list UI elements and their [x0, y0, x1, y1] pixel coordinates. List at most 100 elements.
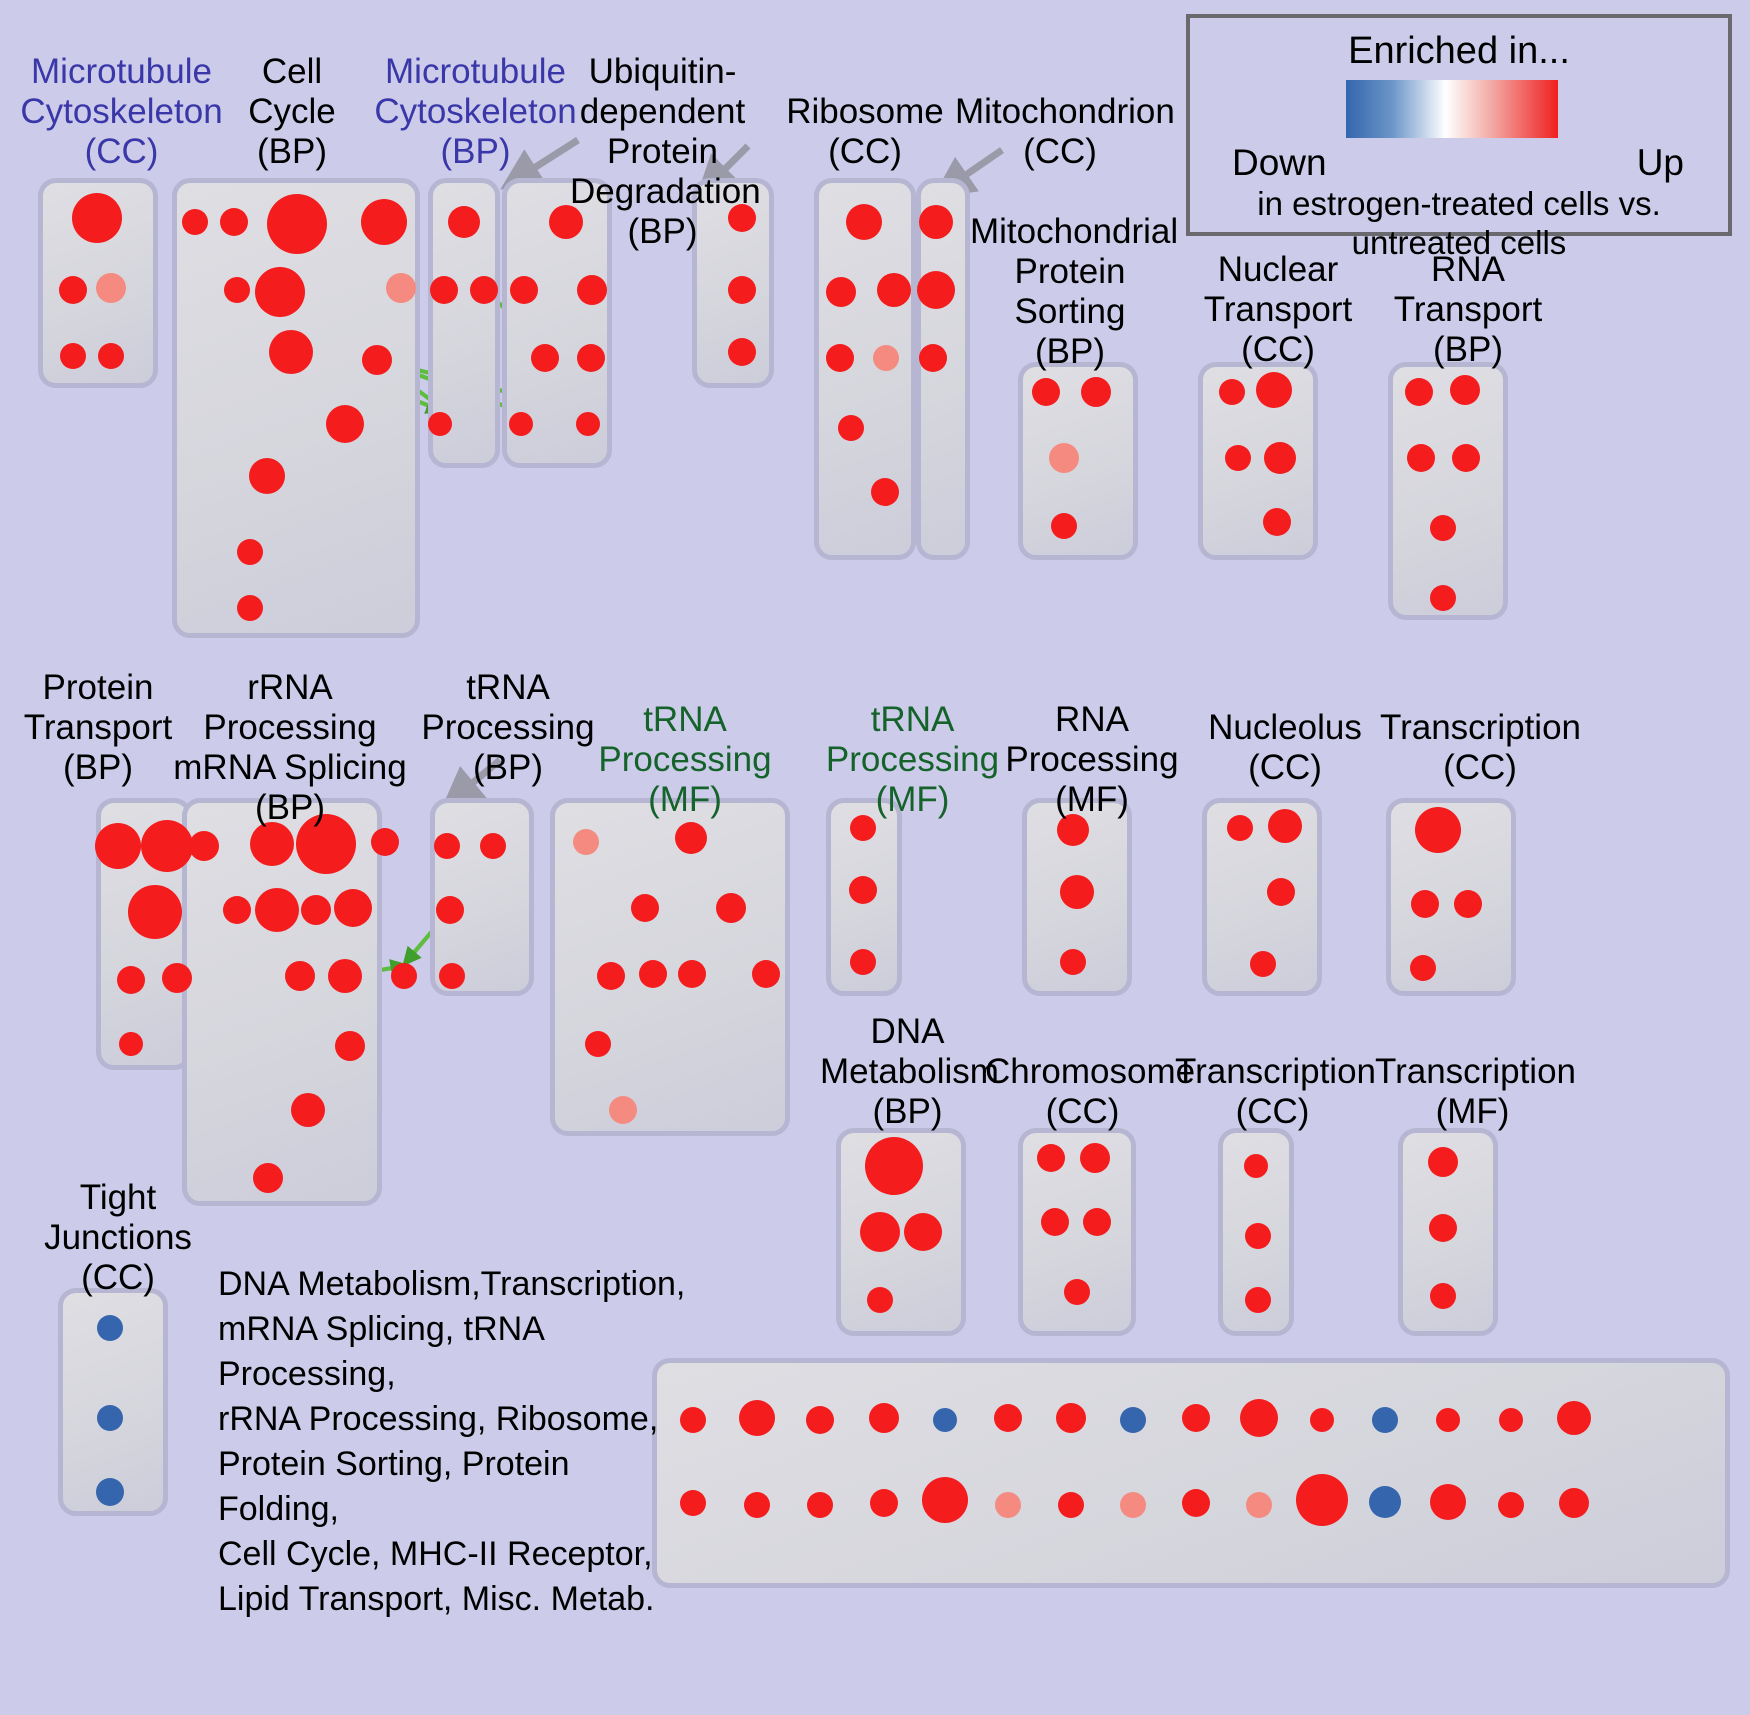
node-trna-processing-mf-1-box-1[interactable] — [675, 822, 707, 854]
node-misc-wide-box-top-9[interactable] — [1240, 1399, 1278, 1437]
node-misc-wide-box-top-6[interactable] — [1056, 1403, 1086, 1433]
node-rna-transport-bp-box-3[interactable] — [1452, 444, 1480, 472]
node-nucleolus-cc-box-0[interactable] — [1227, 815, 1253, 841]
node-tight-junctions-cc-box-1[interactable] — [97, 1405, 123, 1431]
node-protein-transport-bp-box-5[interactable] — [119, 1032, 143, 1056]
node-transcription-mf-box-0[interactable] — [1428, 1147, 1458, 1177]
node-ubiquitin-degradation-left-box-3[interactable] — [531, 344, 559, 372]
node-nucleolus-cc-box-1[interactable] — [1268, 809, 1302, 843]
node-protein-transport-bp-box-1[interactable] — [141, 820, 193, 872]
node-ribosome-cc-box-2[interactable] — [877, 273, 911, 307]
node-cell-cycle-bp-box-1[interactable] — [220, 208, 248, 236]
node-microtubule-cytoskeleton-bp-box-3[interactable] — [428, 412, 452, 436]
node-misc-wide-box-bottom-5[interactable] — [995, 1492, 1021, 1518]
node-misc-wide-box-bottom-3[interactable] — [870, 1489, 898, 1517]
node-rna-transport-bp-box-1[interactable] — [1450, 375, 1480, 405]
node-misc-wide-box-top-12[interactable] — [1436, 1408, 1460, 1432]
node-trna-processing-mf-1-box-8[interactable] — [585, 1031, 611, 1057]
node-trna-processing-mf-2-box-1[interactable] — [849, 876, 877, 904]
node-dna-metabolism-bp-box-0[interactable] — [865, 1137, 923, 1195]
node-rrna-mrna-box-3[interactable] — [371, 828, 399, 856]
node-nucleolus-cc-box-3[interactable] — [1250, 951, 1276, 977]
node-misc-wide-box-top-4[interactable] — [933, 1408, 957, 1432]
node-mitochondrion-cc-box-2[interactable] — [919, 344, 947, 372]
node-trna-processing-mf-1-box-9[interactable] — [609, 1096, 637, 1124]
node-transcription-cc-1-box-2[interactable] — [1454, 890, 1482, 918]
node-misc-wide-box-bottom-8[interactable] — [1182, 1489, 1210, 1517]
node-trna-processing-bp-box-2[interactable] — [436, 896, 464, 924]
node-microtubule-cytoskeleton-bp-box-2[interactable] — [470, 276, 498, 304]
node-rrna-mrna-box-7[interactable] — [334, 889, 372, 927]
node-microtubule-cytoskeleton-cc-box-3[interactable] — [60, 343, 86, 369]
node-trna-processing-mf-1-box-0[interactable] — [573, 829, 599, 855]
node-ubiquitin-degradation-left-box-4[interactable] — [577, 344, 605, 372]
node-ribosome-cc-box-1[interactable] — [826, 277, 856, 307]
node-microtubule-cytoskeleton-cc-box-2[interactable] — [96, 273, 126, 303]
node-transcription-cc-2-box-2[interactable] — [1245, 1287, 1271, 1313]
node-rrna-mrna-box-4[interactable] — [223, 896, 251, 924]
node-nuclear-transport-cc-box-0[interactable] — [1219, 379, 1245, 405]
node-misc-wide-box-top-0[interactable] — [680, 1407, 706, 1433]
node-transcription-cc-1-box-0[interactable] — [1415, 807, 1461, 853]
node-mitochondrion-cc-box-1[interactable] — [917, 271, 955, 309]
cluster-box-cell-cycle-bp-box[interactable] — [172, 178, 420, 638]
node-misc-wide-box-bottom-13[interactable] — [1498, 1492, 1524, 1518]
node-misc-wide-box-bottom-2[interactable] — [807, 1492, 833, 1518]
node-ribosome-cc-box-4[interactable] — [873, 345, 899, 371]
node-transcription-cc-2-box-1[interactable] — [1245, 1223, 1271, 1249]
node-misc-wide-box-bottom-9[interactable] — [1246, 1492, 1272, 1518]
node-ubiquitin-degradation-right-box-0[interactable] — [728, 204, 756, 232]
node-rna-transport-bp-box-5[interactable] — [1430, 585, 1456, 611]
node-cell-cycle-bp-box-12[interactable] — [237, 595, 263, 621]
node-rna-processing-mf-box-1[interactable] — [1060, 875, 1094, 909]
node-misc-wide-box-top-10[interactable] — [1310, 1408, 1334, 1432]
node-trna-processing-bp-box-4[interactable] — [439, 963, 465, 989]
node-protein-transport-bp-box-3[interactable] — [117, 966, 145, 994]
node-rna-processing-mf-box-0[interactable] — [1057, 814, 1089, 846]
node-ribosome-cc-box-3[interactable] — [826, 344, 854, 372]
node-rrna-mrna-box-10[interactable] — [335, 1031, 365, 1061]
node-protein-transport-bp-box-2[interactable] — [128, 885, 182, 939]
node-mitochondrion-cc-box-0[interactable] — [919, 205, 953, 239]
node-misc-wide-box-top-7[interactable] — [1120, 1407, 1146, 1433]
cluster-box-rrna-mrna-box[interactable] — [182, 798, 382, 1206]
node-ubiquitin-degradation-left-box-1[interactable] — [510, 276, 538, 304]
node-cell-cycle-bp-box-10[interactable] — [249, 458, 285, 494]
node-rna-processing-mf-box-2[interactable] — [1060, 949, 1086, 975]
node-misc-wide-box-top-11[interactable] — [1372, 1407, 1398, 1433]
node-cell-cycle-bp-box-8[interactable] — [362, 345, 392, 375]
node-chromosome-cc-box-2[interactable] — [1041, 1208, 1069, 1236]
node-cell-cycle-bp-box-7[interactable] — [269, 330, 313, 374]
node-cell-cycle-bp-box-5[interactable] — [255, 267, 305, 317]
node-nuclear-transport-cc-box-2[interactable] — [1225, 445, 1251, 471]
node-dna-metabolism-bp-box-2[interactable] — [904, 1213, 942, 1251]
node-ribosome-cc-box-6[interactable] — [871, 478, 899, 506]
node-transcription-cc-1-box-1[interactable] — [1411, 890, 1439, 918]
node-rrna-mrna-box-11[interactable] — [291, 1093, 325, 1127]
node-misc-wide-box-top-8[interactable] — [1182, 1404, 1210, 1432]
cluster-box-misc-wide-box[interactable] — [652, 1358, 1730, 1588]
node-trna-processing-mf-2-box-0[interactable] — [850, 815, 876, 841]
node-microtubule-cytoskeleton-cc-box-0[interactable] — [72, 193, 122, 243]
node-misc-wide-box-bottom-6[interactable] — [1058, 1492, 1084, 1518]
node-misc-wide-box-bottom-14[interactable] — [1559, 1488, 1589, 1518]
node-rrna-mrna-box-2[interactable] — [296, 814, 356, 874]
node-misc-wide-box-bottom-4[interactable] — [922, 1477, 968, 1523]
node-microtubule-cytoskeleton-cc-box-4[interactable] — [98, 343, 124, 369]
node-trna-processing-mf-1-box-5[interactable] — [639, 960, 667, 988]
node-microtubule-cytoskeleton-bp-box-1[interactable] — [430, 276, 458, 304]
node-ubiquitin-degradation-left-box-2[interactable] — [577, 275, 607, 305]
node-rrna-mrna-box-5[interactable] — [255, 888, 299, 932]
node-transcription-mf-box-1[interactable] — [1429, 1214, 1457, 1242]
node-tight-junctions-cc-box-2[interactable] — [96, 1478, 124, 1506]
node-misc-wide-box-bottom-10[interactable] — [1296, 1474, 1348, 1526]
node-transcription-mf-box-2[interactable] — [1430, 1283, 1456, 1309]
node-cell-cycle-bp-box-6[interactable] — [386, 273, 416, 303]
node-microtubule-cytoskeleton-cc-box-1[interactable] — [59, 276, 87, 304]
node-chromosome-cc-box-0[interactable] — [1037, 1144, 1065, 1172]
node-cell-cycle-bp-box-0[interactable] — [182, 209, 208, 235]
node-rrna-mrna-box-6[interactable] — [301, 895, 331, 925]
node-rrna-mrna-box-8[interactable] — [285, 961, 315, 991]
node-misc-wide-box-top-3[interactable] — [869, 1403, 899, 1433]
node-ubiquitin-degradation-left-box-5[interactable] — [509, 412, 533, 436]
